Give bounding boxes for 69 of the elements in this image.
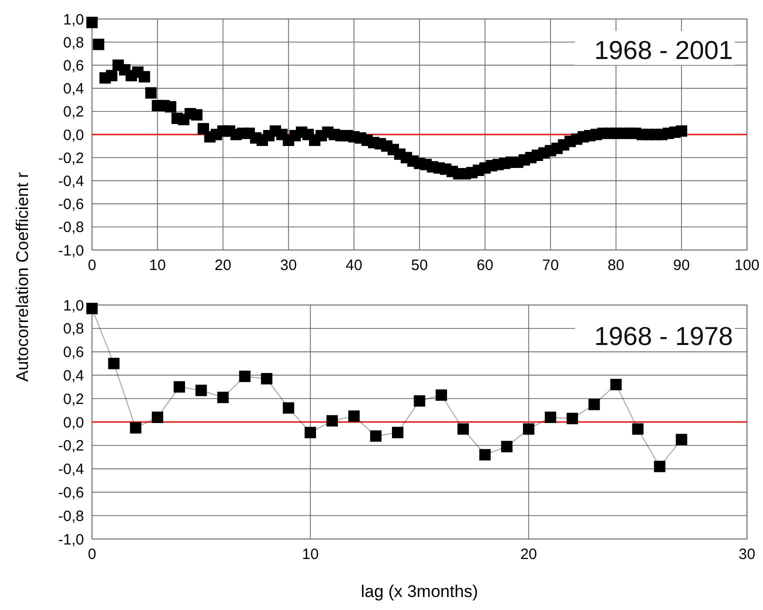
point [195,384,207,396]
point [414,395,426,407]
point [392,426,404,438]
point [610,378,622,390]
y-tick-label: -0,4 [58,461,84,478]
y-tick-label: -0,6 [58,484,84,502]
point [326,415,338,427]
point [566,412,578,424]
y-tick-label: 0,2 [63,390,84,408]
x-axis-title: lag (x 3months) [360,582,478,601]
y-tick-label: -0,6 [58,196,84,214]
x-tick-label: 0 [88,546,96,563]
y-tick-label: 0,0 [63,126,84,144]
point [632,423,644,435]
y-tick-label: 1,0 [63,297,84,314]
y-tick-label: 0,0 [63,414,84,432]
point [457,423,469,435]
point [130,422,142,434]
point [654,460,666,472]
point [370,430,382,442]
x-tick-label: 80 [608,257,624,274]
point [152,412,164,424]
point [282,402,294,414]
x-tick-label: 0 [88,257,96,274]
y-tick-label: -0,8 [58,508,84,525]
point [348,410,360,422]
point [217,392,229,404]
point [501,440,513,452]
x-tick-label: 50 [411,257,428,274]
x-tick-label: 10 [302,546,319,563]
y-tick-label: 0,6 [63,344,84,362]
x-tick-label: 20 [214,257,232,274]
x-tick-label: 100 [734,257,760,274]
point [108,358,120,370]
x-tick-label: 60 [476,257,494,274]
y-tick-label: 0,4 [63,80,84,98]
y-tick-label: 0,8 [63,34,84,52]
point [522,423,534,435]
y-tick-label: -0,2 [58,438,84,455]
y-tick-label: -1,0 [58,531,84,548]
x-tick-label: 30 [738,546,756,563]
point [544,412,556,424]
point [86,302,98,314]
point [260,373,272,384]
y-tick-label: 0,4 [63,367,84,384]
y-tick-label: -0,8 [58,219,84,236]
point [479,449,491,460]
x-tick-label: 90 [673,257,690,274]
point [436,389,448,401]
point [239,370,251,382]
x-tick-label: 70 [542,257,559,274]
point [588,398,600,410]
annotation: 1968 - 1978 [594,321,733,351]
y-axis-title: Autocorrelation Coefficient r [13,172,32,382]
x-tick-label: 10 [149,257,166,274]
point [174,381,186,393]
y-tick-label: -0,4 [58,172,84,190]
annotation: 1968 - 2001 [594,35,733,65]
y-tick-label: -0,2 [58,150,84,167]
y-tick-label: 0,2 [63,104,84,121]
y-tick-label: 0,6 [63,57,84,74]
y-tick-label: 0,8 [63,320,84,338]
point [676,434,688,446]
x-tick-label: 40 [346,257,362,274]
x-tick-label: 30 [280,257,297,274]
y-tick-label: -1,0 [58,242,84,260]
y-tick-label: 1,0 [63,11,84,28]
x-tick-label: 20 [520,546,538,563]
point [304,426,316,438]
